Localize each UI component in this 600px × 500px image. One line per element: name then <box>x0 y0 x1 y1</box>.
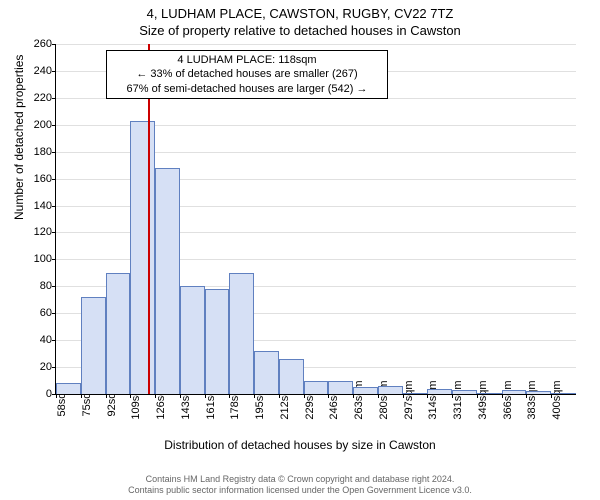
footer: Contains HM Land Registry data © Crown c… <box>0 474 600 496</box>
x-tick-label: 383sqm <box>526 380 538 419</box>
histogram-bar <box>155 168 180 394</box>
y-tick-label: 100 <box>34 253 52 265</box>
footer-line2: Contains public sector information licen… <box>0 485 600 496</box>
histogram-bar <box>551 393 576 394</box>
info-line1: 4 LUDHAM PLACE: 118sqm <box>113 53 381 67</box>
x-tick-label: 297sqm <box>403 380 415 419</box>
x-tick-label: 400sqm <box>551 380 563 419</box>
plot-area: 4 LUDHAM PLACE: 118sqm ← 33% of detached… <box>55 44 576 395</box>
y-tick-label: 80 <box>40 280 52 292</box>
chart-container: 4, LUDHAM PLACE, CAWSTON, RUGBY, CV22 7T… <box>0 0 600 500</box>
info-box: 4 LUDHAM PLACE: 118sqm ← 33% of detached… <box>106 50 388 99</box>
histogram-bar <box>477 393 502 394</box>
histogram-bar <box>427 389 452 394</box>
histogram-bar <box>180 286 205 394</box>
footer-line1: Contains HM Land Registry data © Crown c… <box>0 474 600 485</box>
histogram-bar <box>452 390 477 394</box>
info-line3: 67% of semi-detached houses are larger (… <box>113 82 381 96</box>
histogram-bar <box>254 351 279 394</box>
y-tick-label: 260 <box>34 38 52 50</box>
histogram-bar <box>279 359 304 394</box>
y-axis-label: Number of detached properties <box>12 55 26 220</box>
y-tick-label: 20 <box>40 361 52 373</box>
histogram-bar <box>229 273 254 394</box>
histogram-bar <box>403 393 428 394</box>
histogram-bar <box>328 381 353 394</box>
y-tick-label: 0 <box>46 388 52 400</box>
chart-title-line2: Size of property relative to detached ho… <box>0 21 600 38</box>
y-tick-label: 60 <box>40 307 52 319</box>
x-tick-label: 349sqm <box>477 380 489 419</box>
x-tick-label: 366sqm <box>502 380 514 419</box>
y-tick-label: 200 <box>34 119 52 131</box>
y-tick-label: 240 <box>34 65 52 77</box>
histogram-bar <box>81 297 106 394</box>
y-tick-label: 220 <box>34 92 52 104</box>
histogram-bar <box>353 387 378 394</box>
histogram-bar <box>106 273 131 394</box>
histogram-bar <box>130 121 155 394</box>
y-tick-label: 120 <box>34 226 52 238</box>
x-tick-label: 314sqm <box>427 380 439 419</box>
y-tick-label: 40 <box>40 334 52 346</box>
histogram-bar <box>378 386 403 394</box>
chart-title-line1: 4, LUDHAM PLACE, CAWSTON, RUGBY, CV22 7T… <box>0 0 600 21</box>
y-tick-label: 140 <box>34 200 52 212</box>
histogram-bar <box>205 289 230 394</box>
histogram-bar <box>56 383 81 394</box>
y-tick-label: 180 <box>34 146 52 158</box>
x-tick-label: 331sqm <box>452 380 464 419</box>
histogram-bar <box>526 391 551 394</box>
histogram-bar <box>502 390 527 394</box>
histogram-bar <box>304 381 329 394</box>
x-axis-label: Distribution of detached houses by size … <box>0 438 600 452</box>
y-tick-label: 160 <box>34 173 52 185</box>
info-line2: ← 33% of detached houses are smaller (26… <box>113 67 381 81</box>
